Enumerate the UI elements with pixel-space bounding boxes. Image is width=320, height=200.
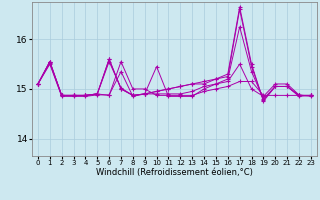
X-axis label: Windchill (Refroidissement éolien,°C): Windchill (Refroidissement éolien,°C) xyxy=(96,168,253,177)
